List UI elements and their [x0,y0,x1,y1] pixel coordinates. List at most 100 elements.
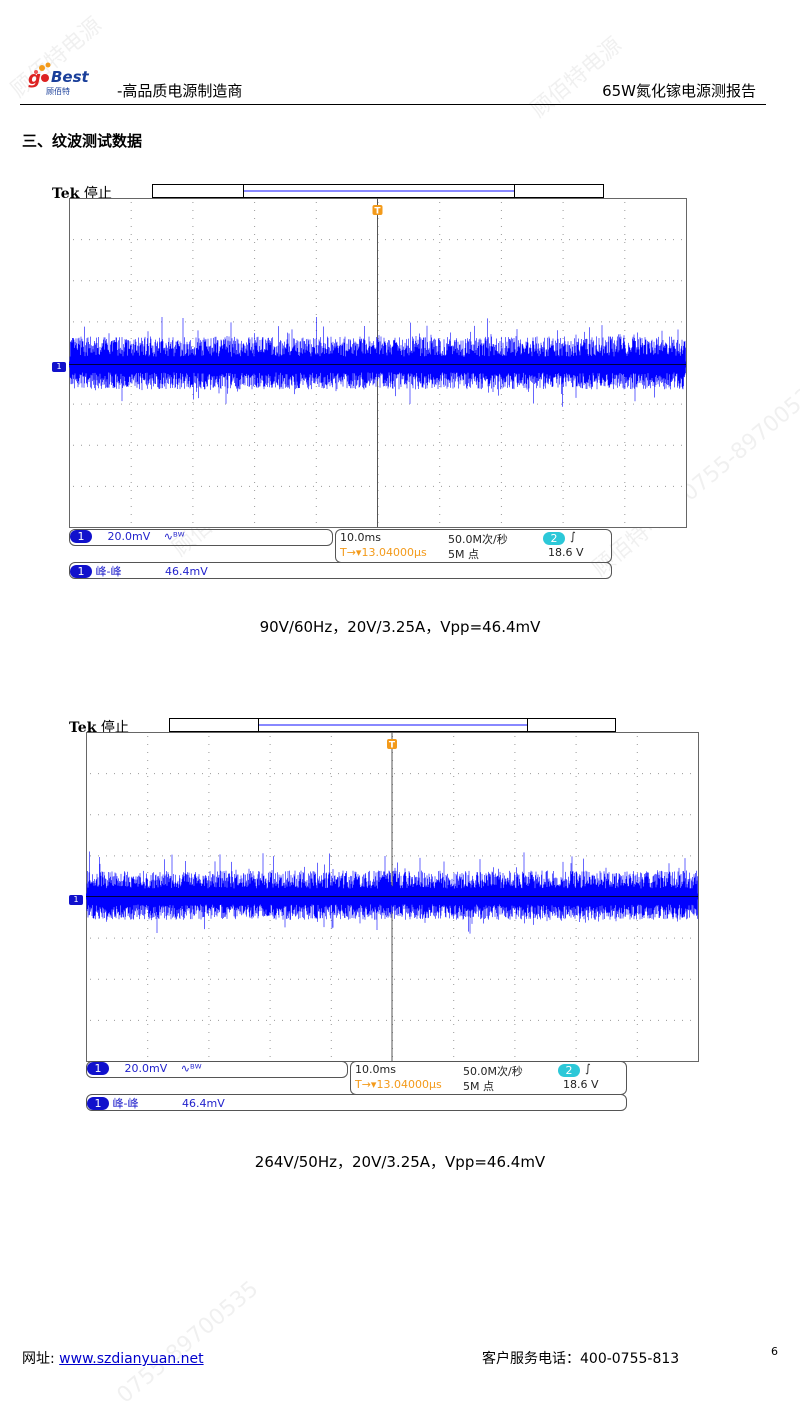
channel-badge: 1 [70,565,92,578]
grid-dot [130,418,132,419]
grid-dot [417,321,418,323]
grid-dot [514,976,516,977]
grid-dot [562,202,564,203]
grid-dot [208,920,210,921]
grid-dot [681,321,682,323]
grid-dot [530,978,531,980]
grid-dot [575,936,577,937]
grid-dot [73,403,74,405]
grid-dot [617,403,618,405]
grid-dot [192,498,194,499]
grid-dot [90,1019,91,1021]
grid-dot [625,485,626,487]
grid-dot [370,814,371,816]
grid-dot [538,814,539,816]
grid-dot [154,937,155,939]
grid-dot [208,856,210,857]
record-window [243,184,515,198]
grid-dot [147,944,149,945]
grid-dot [500,290,502,291]
grid-dot [269,984,271,985]
grid-dot [514,937,515,939]
grid-dot [649,444,650,446]
grid-dot [545,280,546,282]
grid-dot [458,1019,459,1021]
grid-dot [609,485,610,487]
oscilloscope-screenshot-2: Tek 停止 T 1 20.0mV ∿ᴮᵂ 10.0ms 50.0M次/秒 2 … [69,717,709,1117]
grid-dot [609,403,610,405]
grid-dot [254,522,256,523]
grid-dot [506,937,507,939]
grid-dot [130,266,132,267]
grid-dot [113,280,114,282]
grid-dot [453,952,455,953]
grid-dot [624,498,626,499]
grid-dot [641,280,642,282]
grid-dot [265,444,266,446]
grid-dot [425,403,426,405]
grid-dot [569,403,570,405]
grid-dot [450,978,451,980]
grid-dot [297,239,298,241]
grid-dot [315,506,317,507]
grid-dot [439,218,441,219]
grid-dot [490,937,491,939]
grid-dot [474,937,475,939]
grid-dot [433,403,434,405]
grid-dot [266,855,267,857]
grid-dot [233,280,234,282]
grid-dot [242,937,243,939]
grid-dot [500,402,502,403]
grid-dot [577,444,578,446]
grid-dot [208,792,210,793]
grid-dot [98,814,99,816]
website-link[interactable]: www.szdianyuan.net [59,1351,204,1367]
grid-dot [500,522,502,523]
grid-dot [97,485,98,487]
grid-dot [122,773,123,775]
grid-dot [208,1000,210,1001]
grid-dot [201,444,202,446]
grid-dot [147,1056,149,1057]
grid-dot [537,280,538,282]
grid-dot [147,824,149,825]
grid-dot [521,280,522,282]
grid-dot [577,280,578,282]
grid-dot [601,321,602,323]
grid-dot [514,872,516,873]
grid-dot [330,872,332,873]
grid-dot [514,816,516,817]
grid-dot [417,403,418,405]
grid-dot [514,840,516,841]
grid-dot [593,321,594,323]
grid-dot [514,984,516,985]
grid-dot [313,280,314,282]
grid-dot [315,314,317,315]
grid-dot [529,321,530,323]
trigger-marker-label: T [389,741,396,751]
grid-dot [305,485,306,487]
grid-dot [500,322,502,323]
grid-dot [162,978,163,980]
grid-dot [500,298,502,299]
grid-dot [593,280,594,282]
grid-dot [453,968,455,969]
grid-dot [269,752,271,753]
grid-dot [450,814,451,816]
grid-dot [457,239,458,241]
grid-dot [337,239,338,241]
grid-dot [585,239,586,241]
grid-dot [208,840,210,841]
grid-dot [450,855,451,857]
grid-dot [634,1019,635,1021]
grid-dot [636,1032,638,1033]
grid-dot [681,485,682,487]
grid-dot [441,485,442,487]
grid-dot [192,458,194,459]
grid-dot [330,768,332,769]
grid-dot [290,978,291,980]
grid-dot [586,814,587,816]
grid-dot [315,226,317,227]
grid-dot [185,403,186,405]
grid-dot [641,403,642,405]
